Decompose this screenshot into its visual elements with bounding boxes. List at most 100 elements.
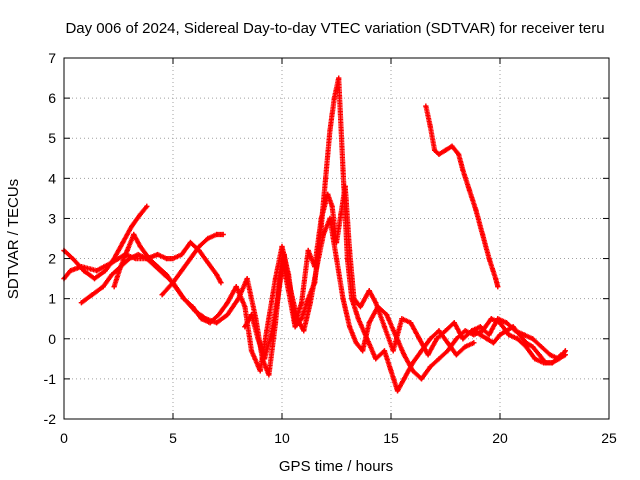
series-arc-7	[423, 103, 501, 290]
data-point	[111, 255, 117, 262]
data-point	[102, 267, 109, 274]
data-point	[327, 127, 333, 133]
data-point	[381, 348, 388, 354]
data-point	[495, 284, 501, 290]
data-point	[340, 296, 346, 302]
data-point	[503, 328, 510, 334]
data-point	[416, 336, 422, 342]
data-point	[307, 300, 313, 306]
series-arc-8	[471, 324, 568, 366]
data-point	[120, 239, 126, 246]
data-point	[455, 151, 462, 157]
data-point	[255, 336, 261, 342]
data-point	[360, 348, 366, 354]
data-point	[473, 207, 479, 214]
data-point	[490, 340, 497, 346]
data-point	[264, 328, 270, 334]
data-point	[401, 376, 407, 382]
data-point	[471, 328, 477, 334]
data-point	[532, 356, 538, 362]
data-point	[248, 348, 255, 354]
data-point	[135, 251, 141, 258]
data-point	[67, 267, 74, 274]
data-point	[192, 308, 198, 314]
data-point	[423, 103, 429, 109]
data-point	[346, 324, 353, 330]
data-point	[471, 340, 477, 346]
data-point	[294, 316, 300, 322]
data-point	[203, 316, 209, 322]
x-tick-label: 20	[492, 430, 508, 446]
data-point	[506, 332, 512, 338]
x-tick-label: 5	[169, 430, 177, 446]
data-point	[477, 324, 483, 330]
data-point	[170, 255, 176, 262]
data-point	[216, 312, 222, 318]
data-point	[523, 340, 529, 346]
data-point	[562, 352, 568, 358]
data-point	[436, 151, 442, 157]
data-point	[179, 251, 185, 258]
data-point	[388, 368, 394, 374]
data-point	[131, 231, 137, 238]
data-point	[89, 292, 95, 298]
data-point	[460, 167, 466, 173]
data-point	[453, 336, 459, 342]
data-point	[399, 316, 405, 322]
data-point	[497, 320, 503, 326]
data-point	[466, 187, 473, 193]
data-point	[126, 255, 132, 262]
data-point	[432, 147, 438, 153]
data-point	[462, 344, 468, 350]
data-point	[170, 280, 176, 286]
data-point	[288, 288, 294, 294]
data-point	[549, 360, 555, 366]
data-point	[100, 284, 106, 290]
data-point	[442, 328, 449, 334]
data-point	[281, 251, 287, 258]
data-point	[436, 356, 442, 362]
data-point	[484, 336, 490, 342]
data-point	[214, 231, 220, 238]
data-point	[275, 296, 281, 302]
data-point	[205, 235, 211, 242]
data-point	[292, 324, 298, 330]
data-point	[187, 239, 194, 246]
data-point	[137, 211, 143, 218]
data-point	[453, 352, 459, 358]
data-point	[394, 388, 401, 394]
data-point	[78, 300, 85, 306]
data-point	[410, 368, 416, 374]
y-tick-label: -2	[44, 411, 57, 427]
data-point	[538, 344, 545, 350]
data-point	[344, 255, 350, 262]
y-axis-label: SDTVAR / TECUs	[5, 179, 22, 299]
data-point	[233, 284, 239, 290]
data-point	[486, 332, 492, 338]
data-point	[179, 267, 185, 274]
y-tick-label: 4	[48, 170, 56, 186]
data-point	[181, 296, 187, 302]
data-point	[305, 296, 311, 302]
data-point	[384, 312, 390, 318]
data-point	[418, 376, 425, 382]
plot-frame	[63, 57, 610, 420]
data-point	[336, 75, 342, 81]
data-points	[61, 75, 568, 394]
x-tick-label: 10	[274, 430, 290, 446]
x-tick-label: 0	[60, 430, 68, 446]
data-point	[91, 276, 98, 282]
data-point	[517, 332, 523, 338]
data-point	[418, 348, 425, 354]
data-point	[299, 300, 305, 306]
data-point	[128, 223, 135, 230]
data-point	[497, 332, 503, 338]
y-tick-label: 2	[48, 251, 56, 267]
y-tick-label: -1	[44, 371, 57, 387]
data-point	[333, 255, 340, 262]
data-point	[514, 336, 521, 342]
data-point	[390, 348, 396, 354]
data-point	[479, 231, 486, 238]
y-tick-label: 3	[48, 210, 56, 226]
